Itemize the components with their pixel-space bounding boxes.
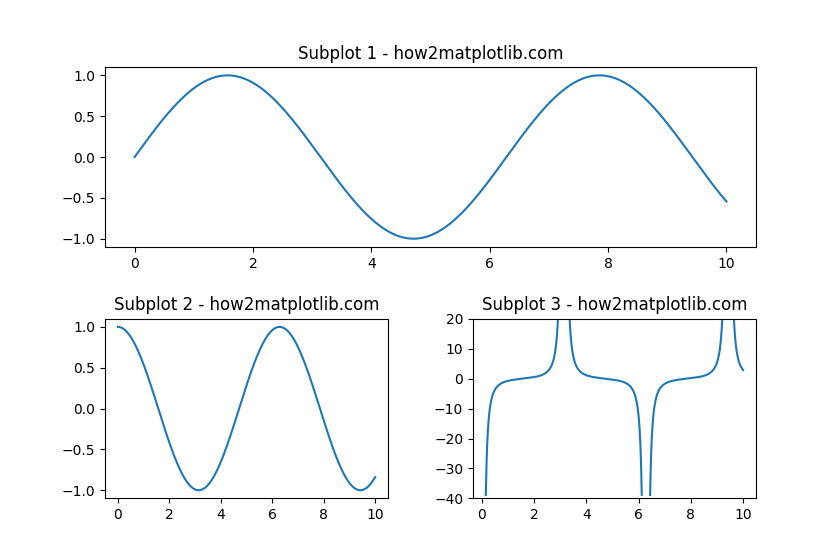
- Title: Subplot 3 - how2matplotlib.com: Subplot 3 - how2matplotlib.com: [481, 296, 748, 314]
- Title: Subplot 1 - how2matplotlib.com: Subplot 1 - how2matplotlib.com: [297, 45, 564, 63]
- Title: Subplot 2 - how2matplotlib.com: Subplot 2 - how2matplotlib.com: [113, 296, 380, 314]
